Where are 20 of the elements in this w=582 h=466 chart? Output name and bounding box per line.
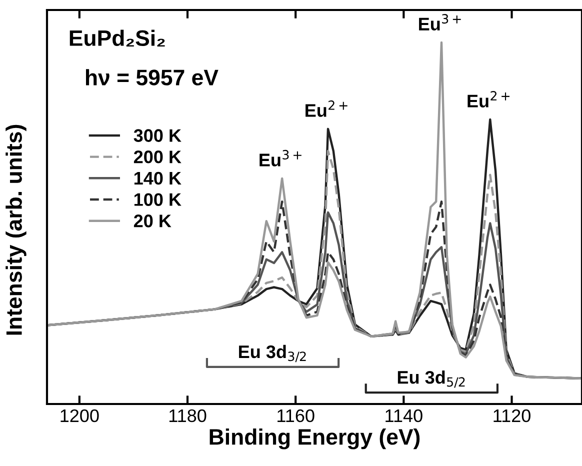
annotation: Eu$^{3+}$ bbox=[260, 150, 302, 166]
annotation: Eu 3d$_{5/2}$ bbox=[398, 370, 465, 388]
x-tick-label: 1140 bbox=[386, 409, 422, 422]
annotation: Eu 3d$_{3/2}$ bbox=[239, 344, 306, 362]
legend-label: 200 K bbox=[134, 150, 182, 164]
legend-label: 140 K bbox=[134, 172, 182, 185]
x-tick-label: 1120 bbox=[494, 409, 530, 422]
chart-title: EuPd₂Si₂ bbox=[70, 30, 165, 46]
legend-label: 100 K bbox=[134, 193, 182, 206]
x-tick-label: 1160 bbox=[278, 409, 314, 422]
x-axis-title: Binding Energy (eV) bbox=[210, 428, 420, 450]
annotation: Eu$^{2+}$ bbox=[468, 91, 510, 108]
annotation: Eu$^{2+}$ bbox=[306, 100, 348, 117]
text: hν = 5957 eV bbox=[86, 69, 218, 86]
x-tick-label: 1200 bbox=[60, 409, 99, 422]
y-axis-title: Intensity (arb. units) bbox=[6, 124, 26, 335]
legend-label: 20 K bbox=[134, 214, 172, 228]
legend-label: 300 K bbox=[134, 129, 182, 142]
annotation: Eu$^{3+}$ bbox=[419, 14, 461, 30]
x-tick-label: 1180 bbox=[169, 409, 206, 422]
